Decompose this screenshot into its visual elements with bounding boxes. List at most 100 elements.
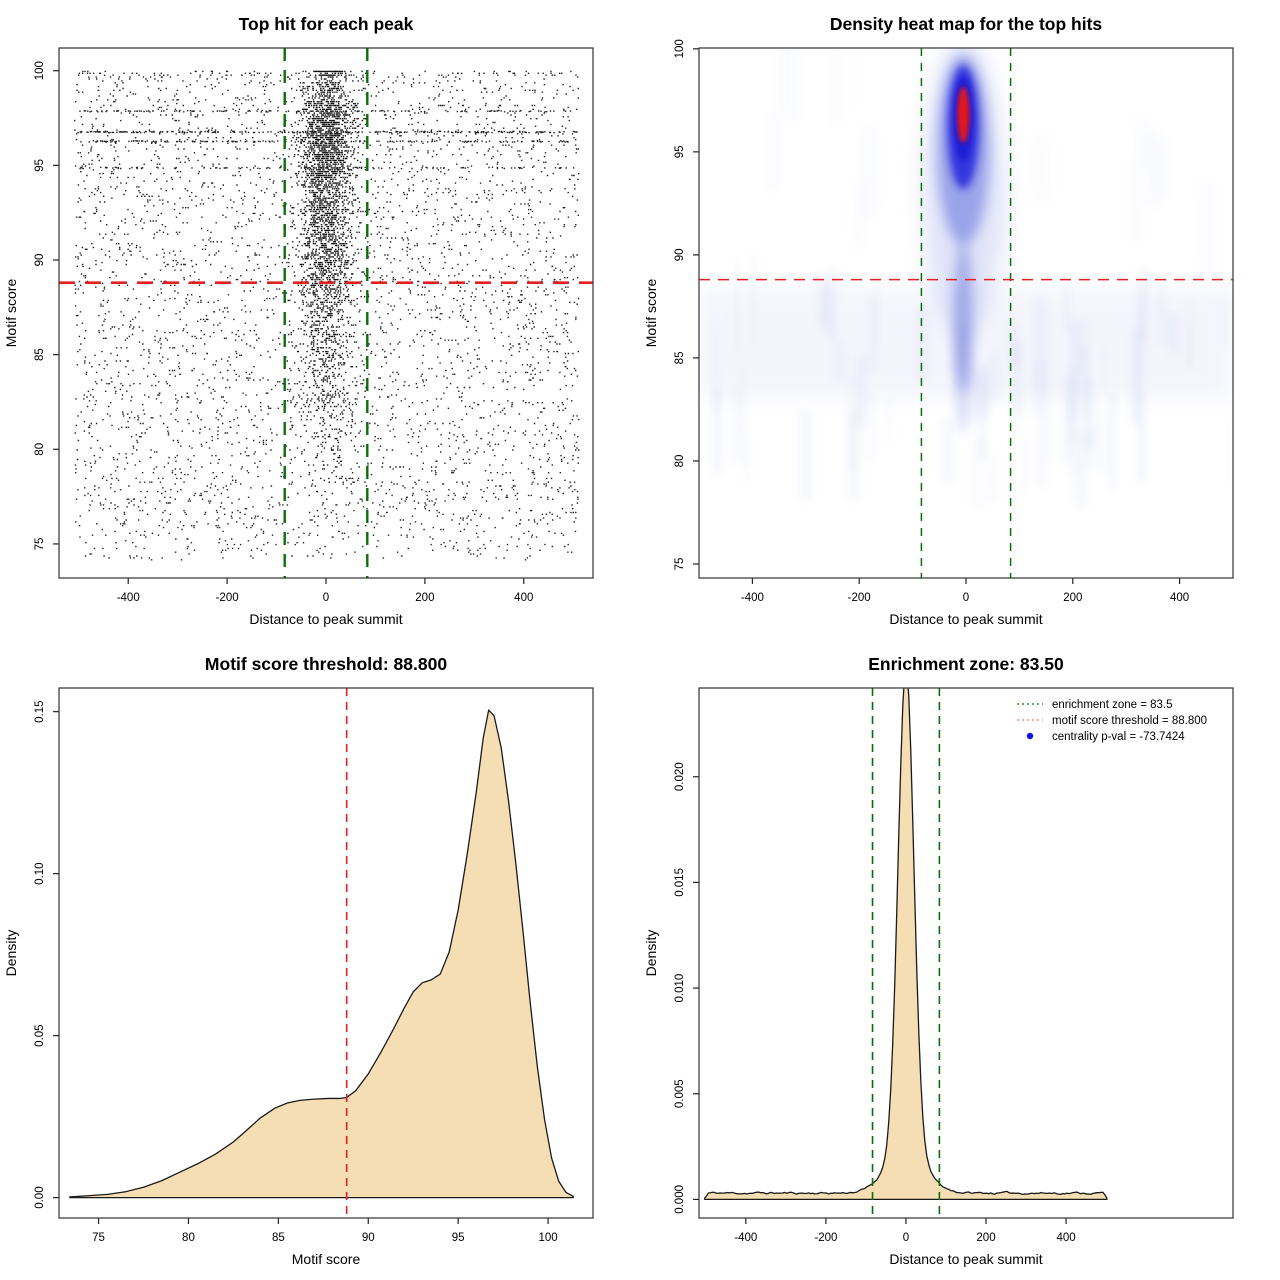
- x-axis-label: Motif score: [292, 1251, 361, 1267]
- heat-stripe: [855, 356, 868, 428]
- heat-stripe: [1044, 363, 1052, 460]
- heat-stripe: [1102, 345, 1106, 396]
- plot-box: [698, 47, 1234, 579]
- y-tick-label: 90: [34, 254, 46, 267]
- heat-stripe-faint: [1031, 135, 1050, 203]
- heat-stripe: [750, 253, 758, 346]
- heat-stripe: [1226, 411, 1230, 490]
- heat-stripe: [1097, 410, 1109, 476]
- x-tick-label: 0: [323, 592, 329, 604]
- heat-stripe-faint: [852, 184, 864, 250]
- scatter-points: [74, 70, 580, 561]
- x-tick-label: 100: [538, 1232, 557, 1244]
- heat-stripe: [1134, 291, 1149, 384]
- plot-area: -400 -200 0 200 400 75 80 85 90 95 100: [674, 39, 1234, 604]
- heat-stripe: [846, 376, 857, 470]
- x-tick-label: -400: [117, 592, 140, 604]
- plot-area: -400 -200 0 200 400 0.000 0.005 0.010 0.015 0.020: [674, 687, 1234, 1244]
- y-tick-label: 100: [674, 39, 686, 58]
- heat-stripe: [977, 376, 987, 460]
- x-tick-label: 90: [362, 1232, 375, 1244]
- y-tick-label: 75: [674, 558, 686, 571]
- y-tick-label: 100: [34, 61, 46, 80]
- heat-stripe-faint: [850, 48, 857, 109]
- y-tick-label: 75: [34, 538, 46, 551]
- y-tick-label: 0.10: [34, 862, 46, 884]
- heat-stripe-faint: [1130, 164, 1142, 243]
- y-tick-label: 0.020: [674, 762, 686, 791]
- heat-stripe: [1069, 319, 1077, 419]
- legend: enrichment zone = 83.5 motif score thres…: [1017, 699, 1207, 743]
- heat-stripe: [711, 312, 719, 400]
- y-tick-label: 0.15: [34, 700, 46, 722]
- heat-stripe: [744, 435, 751, 487]
- y-tick-label: 80: [34, 443, 46, 456]
- x-tick-label: 0: [963, 592, 969, 604]
- y-tick-label: 0.005: [674, 1079, 686, 1108]
- heat-stripe: [940, 419, 954, 484]
- heat-stripe: [712, 389, 722, 474]
- heat-stripe: [987, 454, 1000, 503]
- y-tick-label: 0.00: [34, 1186, 46, 1208]
- heat-stripe: [1030, 359, 1043, 418]
- heat-stripe: [1167, 311, 1180, 355]
- heat-stripe: [1083, 426, 1098, 470]
- heat-stripe-faint: [1134, 117, 1150, 169]
- y-tick-label: 95: [34, 159, 46, 172]
- x-axis-label: Distance to peak summit: [889, 1251, 1042, 1267]
- x-tick-label: -400: [734, 1232, 757, 1244]
- heat-stripe-faint: [767, 113, 779, 193]
- x-tick-label: 400: [1170, 592, 1189, 604]
- heat-stripe: [865, 394, 875, 464]
- x-tick-label: -400: [741, 592, 764, 604]
- x-tick-label: 200: [415, 592, 434, 604]
- x-axis-label: Distance to peak summit: [249, 611, 402, 627]
- heat-stripe: [1080, 346, 1090, 419]
- heat-stripe: [916, 308, 929, 382]
- heat-stripe: [987, 351, 1002, 402]
- x-tick-label: 0: [903, 1232, 909, 1244]
- cluster-points: [283, 70, 371, 534]
- y-tick-label: 0.000: [674, 1185, 686, 1214]
- heat-stripe: [832, 342, 847, 383]
- x-tick-label: 75: [92, 1232, 105, 1244]
- legend-pvalue-label: centrality p-val = -73.7424: [1052, 731, 1185, 743]
- legend-zone-label: enrichment zone = 83.5: [1052, 699, 1173, 711]
- panel-title: Density heat map for the top hits: [830, 14, 1103, 34]
- panel-title: Motif score threshold: 88.800: [205, 654, 447, 674]
- y-axis-label: Motif score: [643, 279, 659, 348]
- heat-stripe-faint: [860, 128, 872, 222]
- heat-stripe-faint: [779, 48, 797, 121]
- x-tick-label: 85: [272, 1232, 285, 1244]
- heat-stripe: [1136, 387, 1146, 483]
- y-axis-label: Motif score: [3, 279, 19, 348]
- heat-stripe-faint: [830, 48, 840, 126]
- plot-box: [698, 687, 1234, 1219]
- y-tick-label: 0.010: [674, 974, 686, 1003]
- heat-stripe: [824, 271, 837, 340]
- x-tick-label: 95: [452, 1232, 465, 1244]
- density-curve: [69, 709, 574, 1199]
- heat-stripe: [1012, 339, 1024, 419]
- y-tick-label: 85: [34, 348, 46, 361]
- x-tick-label: -200: [216, 592, 239, 604]
- heat-stripe: [886, 395, 894, 443]
- y-tick-label: 90: [674, 248, 686, 261]
- y-tick-label: 95: [674, 145, 686, 158]
- panel-title: Top hit for each peak: [239, 14, 414, 34]
- heat-stripe: [1063, 287, 1070, 335]
- x-axis-label: Distance to peak summit: [889, 611, 1042, 627]
- y-axis-label: Density: [3, 930, 19, 977]
- heat-stripe: [1058, 374, 1072, 461]
- y-tick-label: 80: [674, 455, 686, 468]
- heat-stripe-faint: [1156, 148, 1166, 205]
- y-tick-label: 0.05: [34, 1024, 46, 1046]
- heatmap-layer: [699, 48, 1233, 510]
- plot-area: 75 80 85 90 95 100 0.00 0.05 0.10 0.15: [34, 687, 594, 1244]
- background-points: [74, 70, 580, 561]
- heat-stripe: [1185, 298, 1193, 368]
- heat-stripe: [868, 295, 878, 371]
- density-curve: [703, 688, 1108, 1201]
- x-tick-label: 200: [976, 1232, 995, 1244]
